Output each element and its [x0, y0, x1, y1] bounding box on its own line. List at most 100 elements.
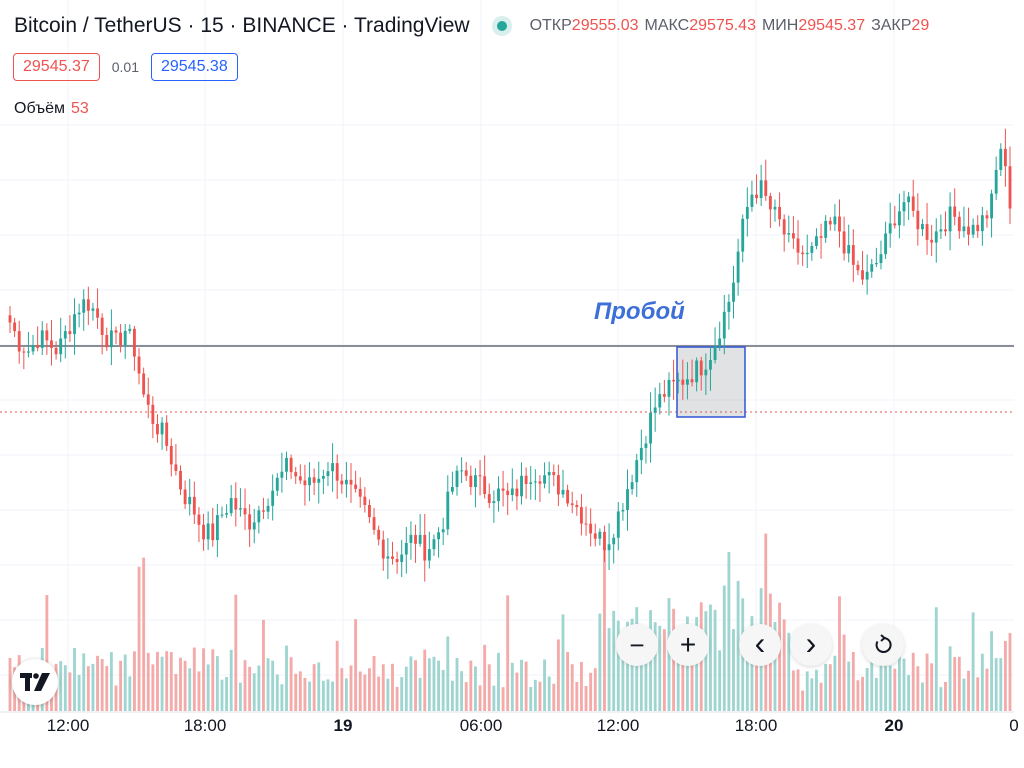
volume-bar	[593, 668, 597, 711]
volume-bar	[944, 681, 947, 711]
candle-body	[672, 379, 676, 382]
volume-bar	[524, 661, 528, 711]
volume-bar	[469, 660, 473, 711]
tradingview-logo[interactable]	[12, 659, 58, 705]
volume-bar	[713, 609, 717, 711]
reset-chart-button[interactable]	[862, 624, 904, 666]
volume-bar	[377, 676, 381, 711]
minus-icon: −	[629, 630, 645, 660]
symbol-title[interactable]: Bitcoin / TetherUS · 15 · BINANCE · Trad…	[14, 14, 470, 37]
candle-body	[741, 218, 745, 252]
candle-body	[202, 524, 205, 540]
candle-body	[427, 549, 431, 561]
candle-body	[630, 482, 634, 490]
candle-body	[469, 475, 473, 488]
candle-body	[446, 491, 450, 530]
volume-bar	[478, 685, 482, 711]
candle-body	[36, 344, 40, 348]
candle-body	[962, 226, 966, 232]
volume-bar	[911, 652, 915, 711]
candle-body	[252, 522, 256, 530]
candle-body	[321, 475, 325, 479]
candle-body	[395, 559, 399, 563]
candle-body	[833, 216, 837, 225]
candle-body	[128, 328, 132, 331]
volume-value: 53	[70, 100, 89, 117]
candle-body	[566, 489, 570, 504]
candle-body	[225, 513, 229, 515]
candle-body	[86, 299, 90, 311]
volume-bar	[257, 665, 261, 711]
zoom-out-button[interactable]: −	[616, 624, 658, 666]
zoom-in-button[interactable]: +	[667, 624, 709, 666]
candle-body	[782, 219, 786, 235]
buy-price-button[interactable]: 29545.38	[150, 53, 238, 81]
volume-bar	[8, 657, 12, 711]
time-axis: 12:00 18:00 19 06:00 12:00 18:00 20 0	[0, 716, 1024, 746]
candle-body	[132, 328, 136, 357]
volume-bar	[450, 680, 454, 711]
volume-bar	[874, 677, 878, 711]
candle-body	[450, 486, 454, 492]
candle-body	[487, 494, 491, 503]
volume-bar	[570, 664, 574, 711]
candle-body	[971, 224, 975, 235]
candle-body	[612, 537, 616, 545]
volume-bar	[745, 630, 749, 711]
time-axis-label: 19	[333, 716, 353, 735]
volume-bar	[838, 596, 841, 711]
candle-body	[437, 532, 440, 540]
volume-bar	[561, 614, 565, 711]
candle-body	[298, 476, 302, 481]
volume-bar	[994, 658, 998, 711]
candle-body	[621, 510, 625, 512]
time-axis-label: 12:00	[46, 716, 90, 735]
candle-body	[999, 148, 1003, 170]
candle-body	[114, 330, 118, 333]
volume-bar	[414, 660, 417, 711]
volume-bar	[782, 619, 786, 711]
candle-body	[676, 379, 680, 382]
volume-bar	[109, 652, 113, 711]
candle-body	[63, 331, 67, 339]
candle-body	[478, 475, 482, 477]
volume-bar	[340, 668, 344, 711]
volume-bar	[169, 652, 173, 711]
candle-body	[575, 504, 579, 508]
candle-body	[432, 539, 436, 550]
time-axis-label: 18:00	[183, 716, 227, 735]
sell-price-button[interactable]: 29545.37	[13, 53, 100, 81]
scroll-forward-button[interactable]: ›	[790, 624, 832, 666]
ohlc-low: МИН29545.37	[761, 17, 866, 34]
candle-body	[156, 423, 159, 435]
volume-bar	[639, 625, 643, 711]
volume-bar	[851, 651, 855, 711]
candle-body	[271, 490, 275, 506]
candle-body	[570, 503, 574, 505]
candle-body	[377, 529, 381, 540]
volume-bar	[722, 585, 726, 711]
volume-bar	[252, 673, 256, 711]
volume-bar	[474, 666, 477, 711]
candle-body	[593, 533, 597, 539]
candle-body	[169, 445, 173, 465]
volume-legend[interactable]: Объём 53	[14, 100, 89, 118]
candle-body	[215, 515, 219, 541]
volume-bar	[427, 658, 431, 711]
candle-body	[105, 335, 109, 348]
candle-body	[229, 498, 233, 514]
candle-body	[879, 254, 883, 264]
breakout-annotation[interactable]: Пробой	[594, 298, 685, 325]
volume-bar	[870, 660, 874, 711]
volume-bar	[658, 625, 662, 711]
candle-body	[957, 216, 961, 232]
candle-body	[497, 488, 500, 502]
scroll-back-button[interactable]: ‹	[739, 624, 781, 666]
candle-body	[856, 264, 860, 271]
volume-bar	[805, 671, 809, 711]
candle-body	[736, 251, 740, 283]
candle-body	[764, 180, 768, 196]
volume-bar	[391, 663, 394, 711]
volume-bar	[275, 674, 279, 711]
